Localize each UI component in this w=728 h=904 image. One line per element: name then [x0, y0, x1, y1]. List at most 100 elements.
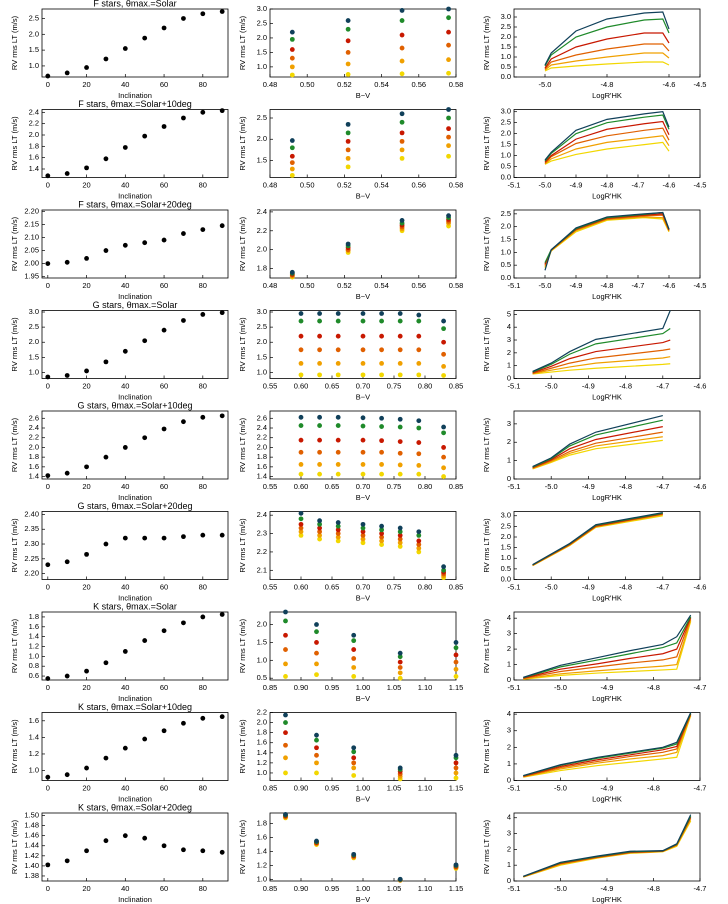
data-point	[317, 536, 322, 542]
data-point	[161, 237, 167, 243]
data-point	[298, 311, 304, 316]
x-tick-label: 20	[82, 884, 90, 893]
data-point	[397, 318, 403, 324]
y-tick-label: 3	[507, 419, 511, 428]
x-tick-label: -5.1	[508, 180, 521, 189]
data-point	[446, 70, 451, 76]
y-tick-label: 1.5	[501, 543, 511, 552]
data-point	[351, 665, 357, 670]
data-line	[523, 713, 692, 777]
data-point	[397, 471, 403, 477]
data-point	[200, 614, 206, 620]
plot-frame	[41, 511, 229, 580]
y-tick-label: 2.40	[24, 509, 39, 518]
plot-frame	[41, 410, 229, 480]
x-tick-label: 80	[199, 381, 207, 390]
data-line	[532, 436, 663, 470]
data-point	[314, 732, 319, 738]
x-tick-label: 0.54	[374, 180, 389, 189]
data-point	[397, 536, 403, 542]
data-point	[441, 454, 446, 460]
data-point	[416, 312, 422, 318]
data-point	[416, 372, 422, 378]
y-axis-label: RV rms LT (m/s)	[238, 518, 247, 573]
data-point	[289, 172, 295, 178]
data-point	[298, 372, 304, 378]
data-point	[103, 454, 109, 460]
y-tick-label: 1	[507, 759, 511, 768]
data-point	[351, 647, 357, 652]
data-point	[122, 649, 128, 654]
data-point	[335, 471, 341, 477]
data-point	[345, 26, 351, 32]
data-point	[298, 414, 304, 420]
x-tick-label: -4.9	[570, 281, 583, 290]
y-tick-label: 2.6	[29, 413, 39, 422]
data-point	[416, 425, 422, 431]
x-tick-label: -4.8	[619, 582, 632, 591]
y-axis-label: RV rms LT (m/s)	[10, 116, 19, 171]
y-tick-label: 2.0	[257, 33, 267, 42]
x-axis-label: LogR'HK	[592, 895, 622, 904]
y-tick-label: 2.0	[501, 532, 511, 541]
y-axis-label: RV rms LT (m/s)	[482, 719, 491, 774]
x-tick-label: 1.10	[418, 783, 433, 792]
data-point	[219, 849, 225, 855]
x-tick-label: 0.56	[411, 281, 426, 290]
x-tick-label: 60	[160, 281, 168, 290]
x-tick-label: 0.52	[337, 281, 352, 290]
x-tick-label: 0.90	[294, 783, 309, 792]
y-tick-label: 1.4	[29, 632, 39, 641]
x-tick-label: 0.60	[294, 582, 309, 591]
x-tick-label: -4.6	[663, 180, 676, 189]
x-axis-label: B−V	[356, 191, 370, 200]
x-tick-label: -4.9	[601, 884, 614, 893]
x-axis-label: Inclination	[118, 392, 152, 401]
data-point	[345, 18, 351, 23]
data-point	[142, 338, 148, 344]
x-axis-label: Inclination	[118, 794, 152, 803]
y-axis-label: RV rms LT (m/s)	[238, 317, 247, 372]
data-point	[219, 612, 225, 617]
data-point	[416, 318, 422, 324]
y-tick-label: 2.25	[24, 554, 39, 563]
data-point	[64, 171, 70, 176]
x-tick-label: 0.80	[418, 381, 433, 390]
chart-title: G stars, θmax.=Solar+10deg	[77, 400, 192, 410]
data-point	[289, 29, 295, 35]
y-tick-label: 1.2	[29, 749, 39, 758]
y-tick-label: 1.4	[29, 472, 39, 481]
data-point	[289, 145, 295, 151]
data-point	[453, 659, 459, 665]
data-point	[103, 660, 109, 666]
y-tick-label: 2.5	[29, 322, 39, 331]
x-tick-label: 0.90	[294, 884, 309, 893]
y-axis-label: RV rms LT (m/s)	[10, 15, 19, 70]
plot-frame	[41, 611, 229, 681]
y-tick-label: 2.35	[24, 524, 39, 533]
data-point	[200, 227, 206, 233]
data-point	[45, 73, 51, 79]
y-tick-label: 2.0	[29, 29, 39, 38]
data-point	[283, 770, 288, 776]
y-tick-label: 1.38	[24, 871, 39, 880]
y-axis-label: RV rms LT (m/s)	[482, 116, 491, 171]
y-tick-label: 0.5	[257, 673, 267, 682]
data-point	[283, 618, 288, 624]
x-tick-label: 0.50	[300, 80, 315, 89]
data-point	[314, 622, 319, 627]
data-point	[416, 529, 422, 535]
data-point	[283, 632, 288, 638]
chart-title: F stars, θmax.=Solar	[93, 0, 176, 8]
y-tick-label: 1.6	[29, 462, 39, 471]
y-tick-label: 2.3	[257, 529, 267, 538]
y-tick-label: 2.2	[29, 433, 39, 442]
y-tick-label: 2.0	[257, 337, 267, 346]
y-axis-label: RV rms LT (m/s)	[10, 719, 19, 774]
data-point	[416, 538, 422, 544]
x-tick-label: -4.7	[694, 783, 707, 792]
y-tick-label: 0.5	[501, 260, 511, 269]
data-point	[298, 516, 304, 522]
data-point	[298, 532, 304, 538]
data-point	[351, 755, 357, 761]
